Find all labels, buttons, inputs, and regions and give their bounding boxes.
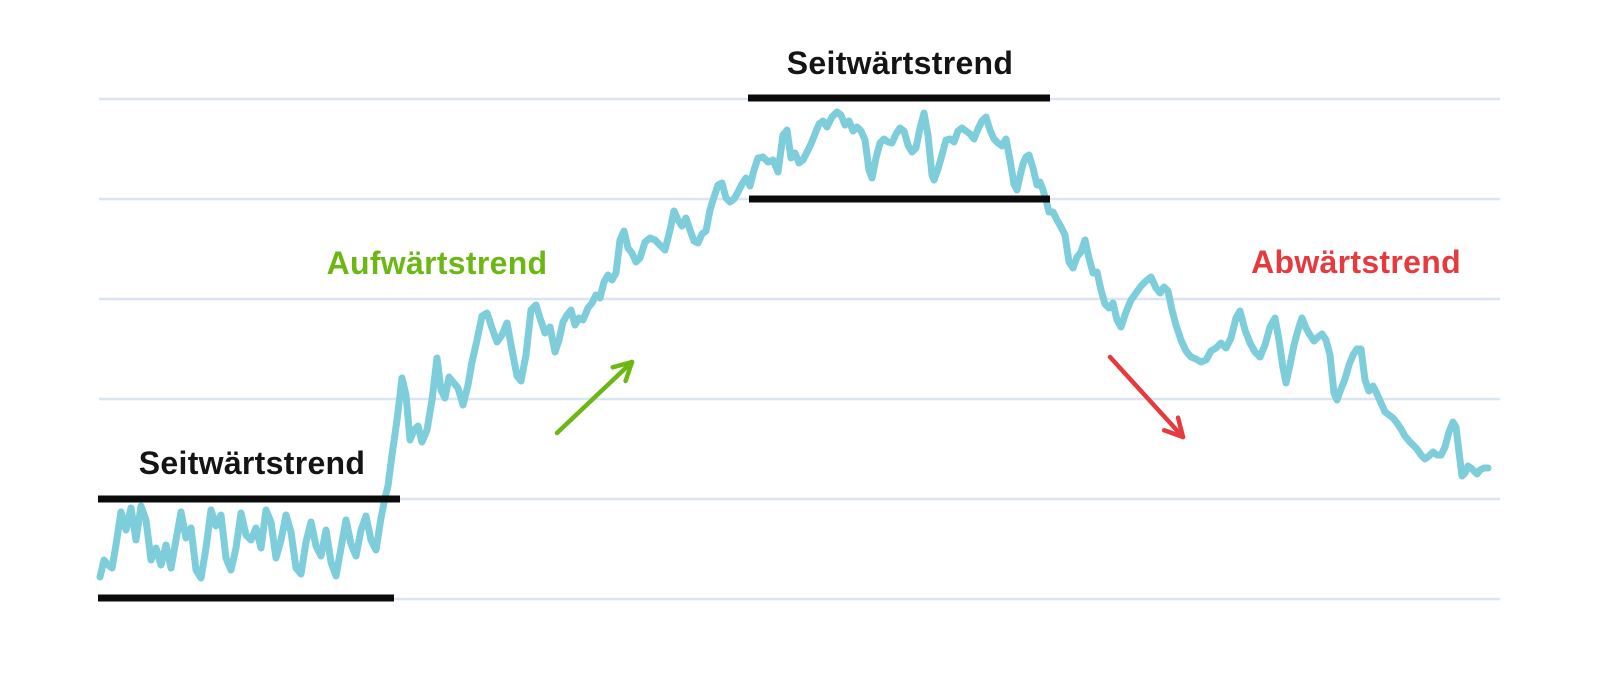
label-sideways-top: Seitwärtstrend — [786, 45, 1014, 81]
label-uptrend: Aufwärtstrend — [326, 245, 548, 281]
label-downtrend: Abwärtstrend — [1251, 244, 1461, 280]
label-sideways-bottom: Seitwärtstrend — [138, 445, 366, 481]
